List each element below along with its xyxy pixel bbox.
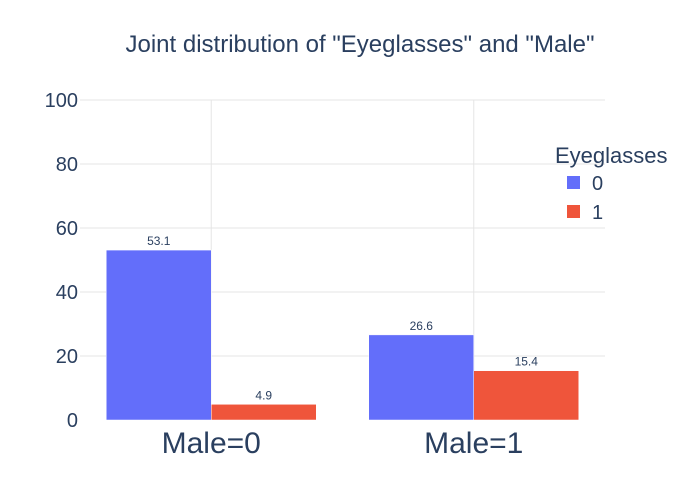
legend-item[interactable]: 1 xyxy=(567,202,603,224)
data-labels: 53.1 26.6 4.9 15.4 xyxy=(147,234,538,402)
chart-title: Joint distribution of "Eyeglasses" and "… xyxy=(126,31,595,58)
y-tick-label: 0 xyxy=(67,410,78,432)
y-tick-label: 40 xyxy=(56,282,78,304)
data-label: 15.4 xyxy=(515,355,539,369)
y-axis-ticks: 0 20 40 60 80 100 xyxy=(45,90,78,432)
legend-item[interactable]: 0 xyxy=(567,173,603,195)
legend-swatch xyxy=(567,176,580,189)
x-axis-ticks: Male=0 Male=1 xyxy=(162,427,524,460)
data-label: 53.1 xyxy=(147,234,171,248)
x-tick-label: Male=1 xyxy=(424,427,523,460)
bar-series-1-male-0[interactable] xyxy=(211,404,317,421)
y-tick-label: 100 xyxy=(45,90,78,112)
data-label: 26.6 xyxy=(410,319,434,333)
y-tick-label: 80 xyxy=(56,154,78,176)
bars xyxy=(106,249,579,421)
bar-series-1-male-1[interactable] xyxy=(473,370,579,421)
legend-swatch xyxy=(567,205,580,218)
bar-series-0-male-0[interactable] xyxy=(106,249,212,421)
y-tick-label: 20 xyxy=(56,346,78,368)
legend-label: 0 xyxy=(592,173,603,195)
data-label: 4.9 xyxy=(255,388,272,402)
legend[interactable]: Eyeglasses 0 1 xyxy=(555,143,668,224)
y-tick-label: 60 xyxy=(56,218,78,240)
bar-series-0-male-1[interactable] xyxy=(368,334,474,421)
x-tick-label: Male=0 xyxy=(162,427,261,460)
legend-title: Eyeglasses xyxy=(555,143,668,168)
legend-label: 1 xyxy=(592,202,603,224)
